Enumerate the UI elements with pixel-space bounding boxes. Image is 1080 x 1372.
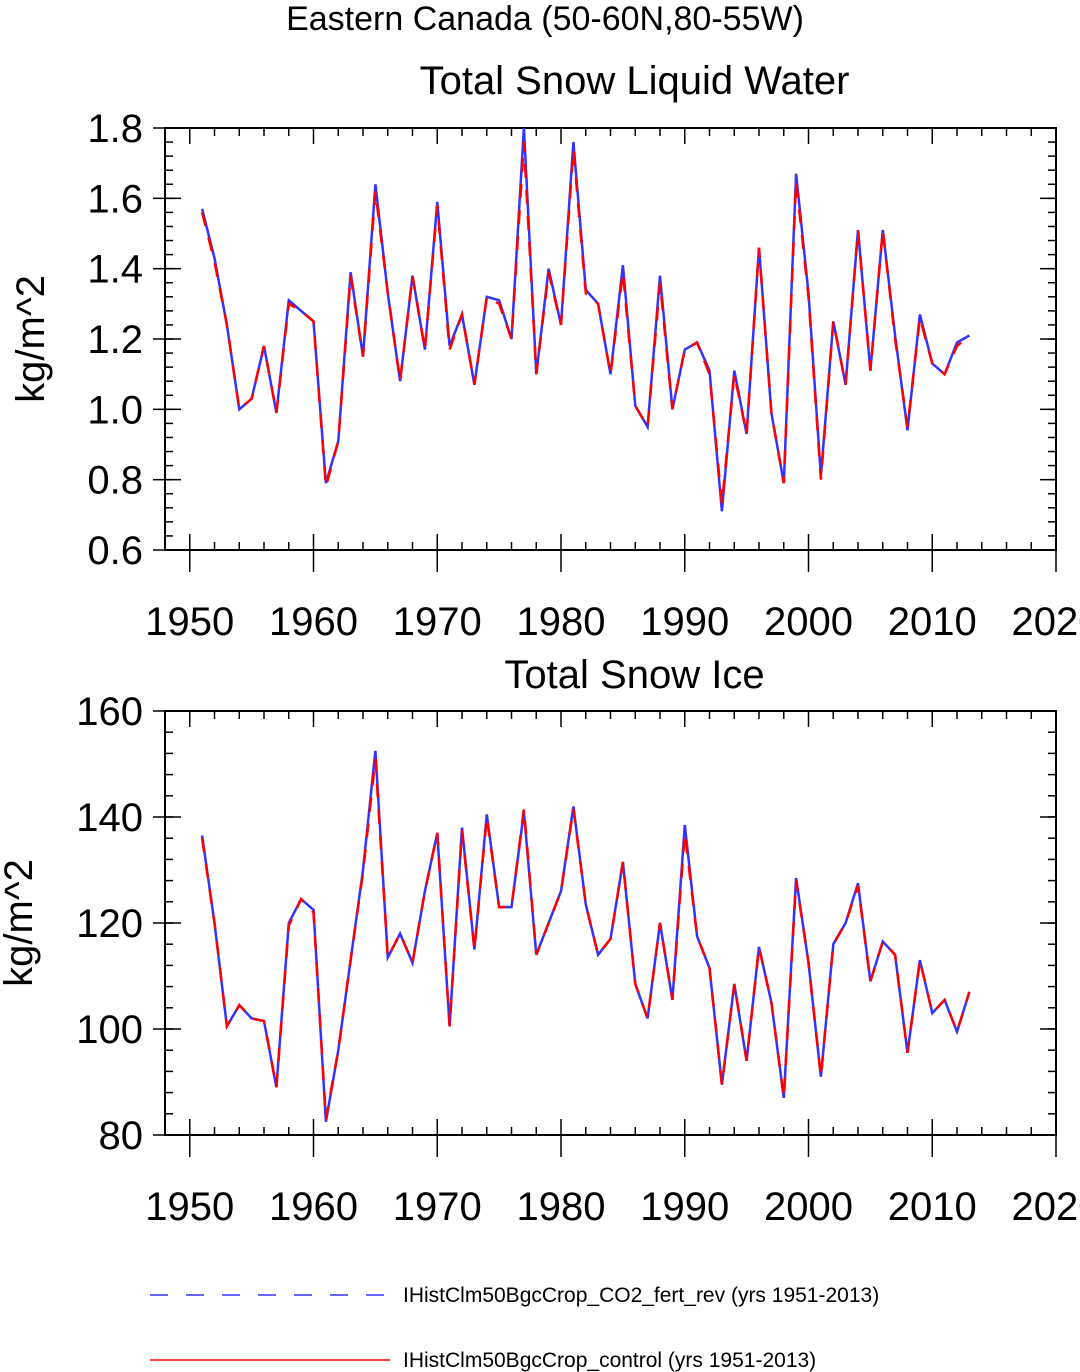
y-tick-label: 1.0 (87, 388, 143, 432)
x-tick-label: 2010 (888, 1185, 977, 1229)
x-tick-label: 1970 (393, 600, 482, 644)
x-tick-label: 2010 (888, 600, 977, 644)
y-axis-label: kg/m^2 (9, 275, 53, 403)
y-tick-label: 0.8 (87, 459, 143, 503)
y-tick-label: 140 (76, 796, 143, 840)
series-line-control (200, 142, 971, 505)
series-line-control (200, 758, 971, 1120)
x-tick-label: 1980 (517, 1185, 606, 1229)
x-tick-label: 1950 (145, 1185, 234, 1229)
y-tick-label: 160 (76, 690, 143, 734)
y-tick-label: 1.6 (87, 177, 143, 221)
chart-legend: IHistClm50BgcCrop_CO2_fert_rev (yrs 1951… (150, 1284, 879, 1372)
chart-title: Total Snow Ice (504, 653, 764, 697)
x-tick-label: 1990 (640, 600, 729, 644)
chart-panel-1: Total Snow Liquid Water kg/m^2 1950 1960 197… (9, 59, 1080, 644)
y-tick-label: 120 (76, 902, 143, 946)
plot-frame (164, 710, 1057, 1136)
y-axis-label: kg/m^2 (0, 859, 41, 987)
x-tick-label: 2000 (764, 1185, 853, 1229)
x-tick-label: 1960 (269, 600, 358, 644)
x-tick-label: 1950 (145, 600, 234, 644)
y-tick-label: 1.8 (87, 107, 143, 151)
x-tick-label: 1990 (640, 1185, 729, 1229)
y-tick-label: 1.4 (87, 248, 143, 292)
legend-label: IHistClm50BgcCrop_control (yrs 1951-2013… (403, 1349, 816, 1372)
x-tick-label: 1960 (269, 1185, 358, 1229)
chart-panel-2: Total Snow Ice kg/m^2 1950 1960 1970 1980 1990… (0, 653, 1080, 1229)
x-tick-label: 1970 (393, 1185, 482, 1229)
legend-label: IHistClm50BgcCrop_CO2_fert_rev (yrs 1951… (403, 1284, 879, 1307)
y-tick-label: 0.6 (87, 529, 143, 573)
y-tick-label: 80 (99, 1114, 144, 1158)
plot-frame (164, 127, 1057, 551)
chart-title: Total Snow Liquid Water (420, 59, 850, 103)
y-tick-label: 100 (76, 1008, 143, 1052)
chart-panels: Total Snow Liquid Water kg/m^2 1950 1960 197… (0, 59, 1080, 1229)
x-tick-label: 1980 (517, 600, 606, 644)
y-tick-label: 1.2 (87, 318, 143, 362)
figure-suptitle: Eastern Canada (50-60N,80-55W) (286, 0, 804, 38)
x-tick-label: 2000 (764, 600, 853, 644)
series-line-co2-fert-rev (200, 750, 971, 1123)
series-line-co2-fert-rev (200, 127, 971, 512)
